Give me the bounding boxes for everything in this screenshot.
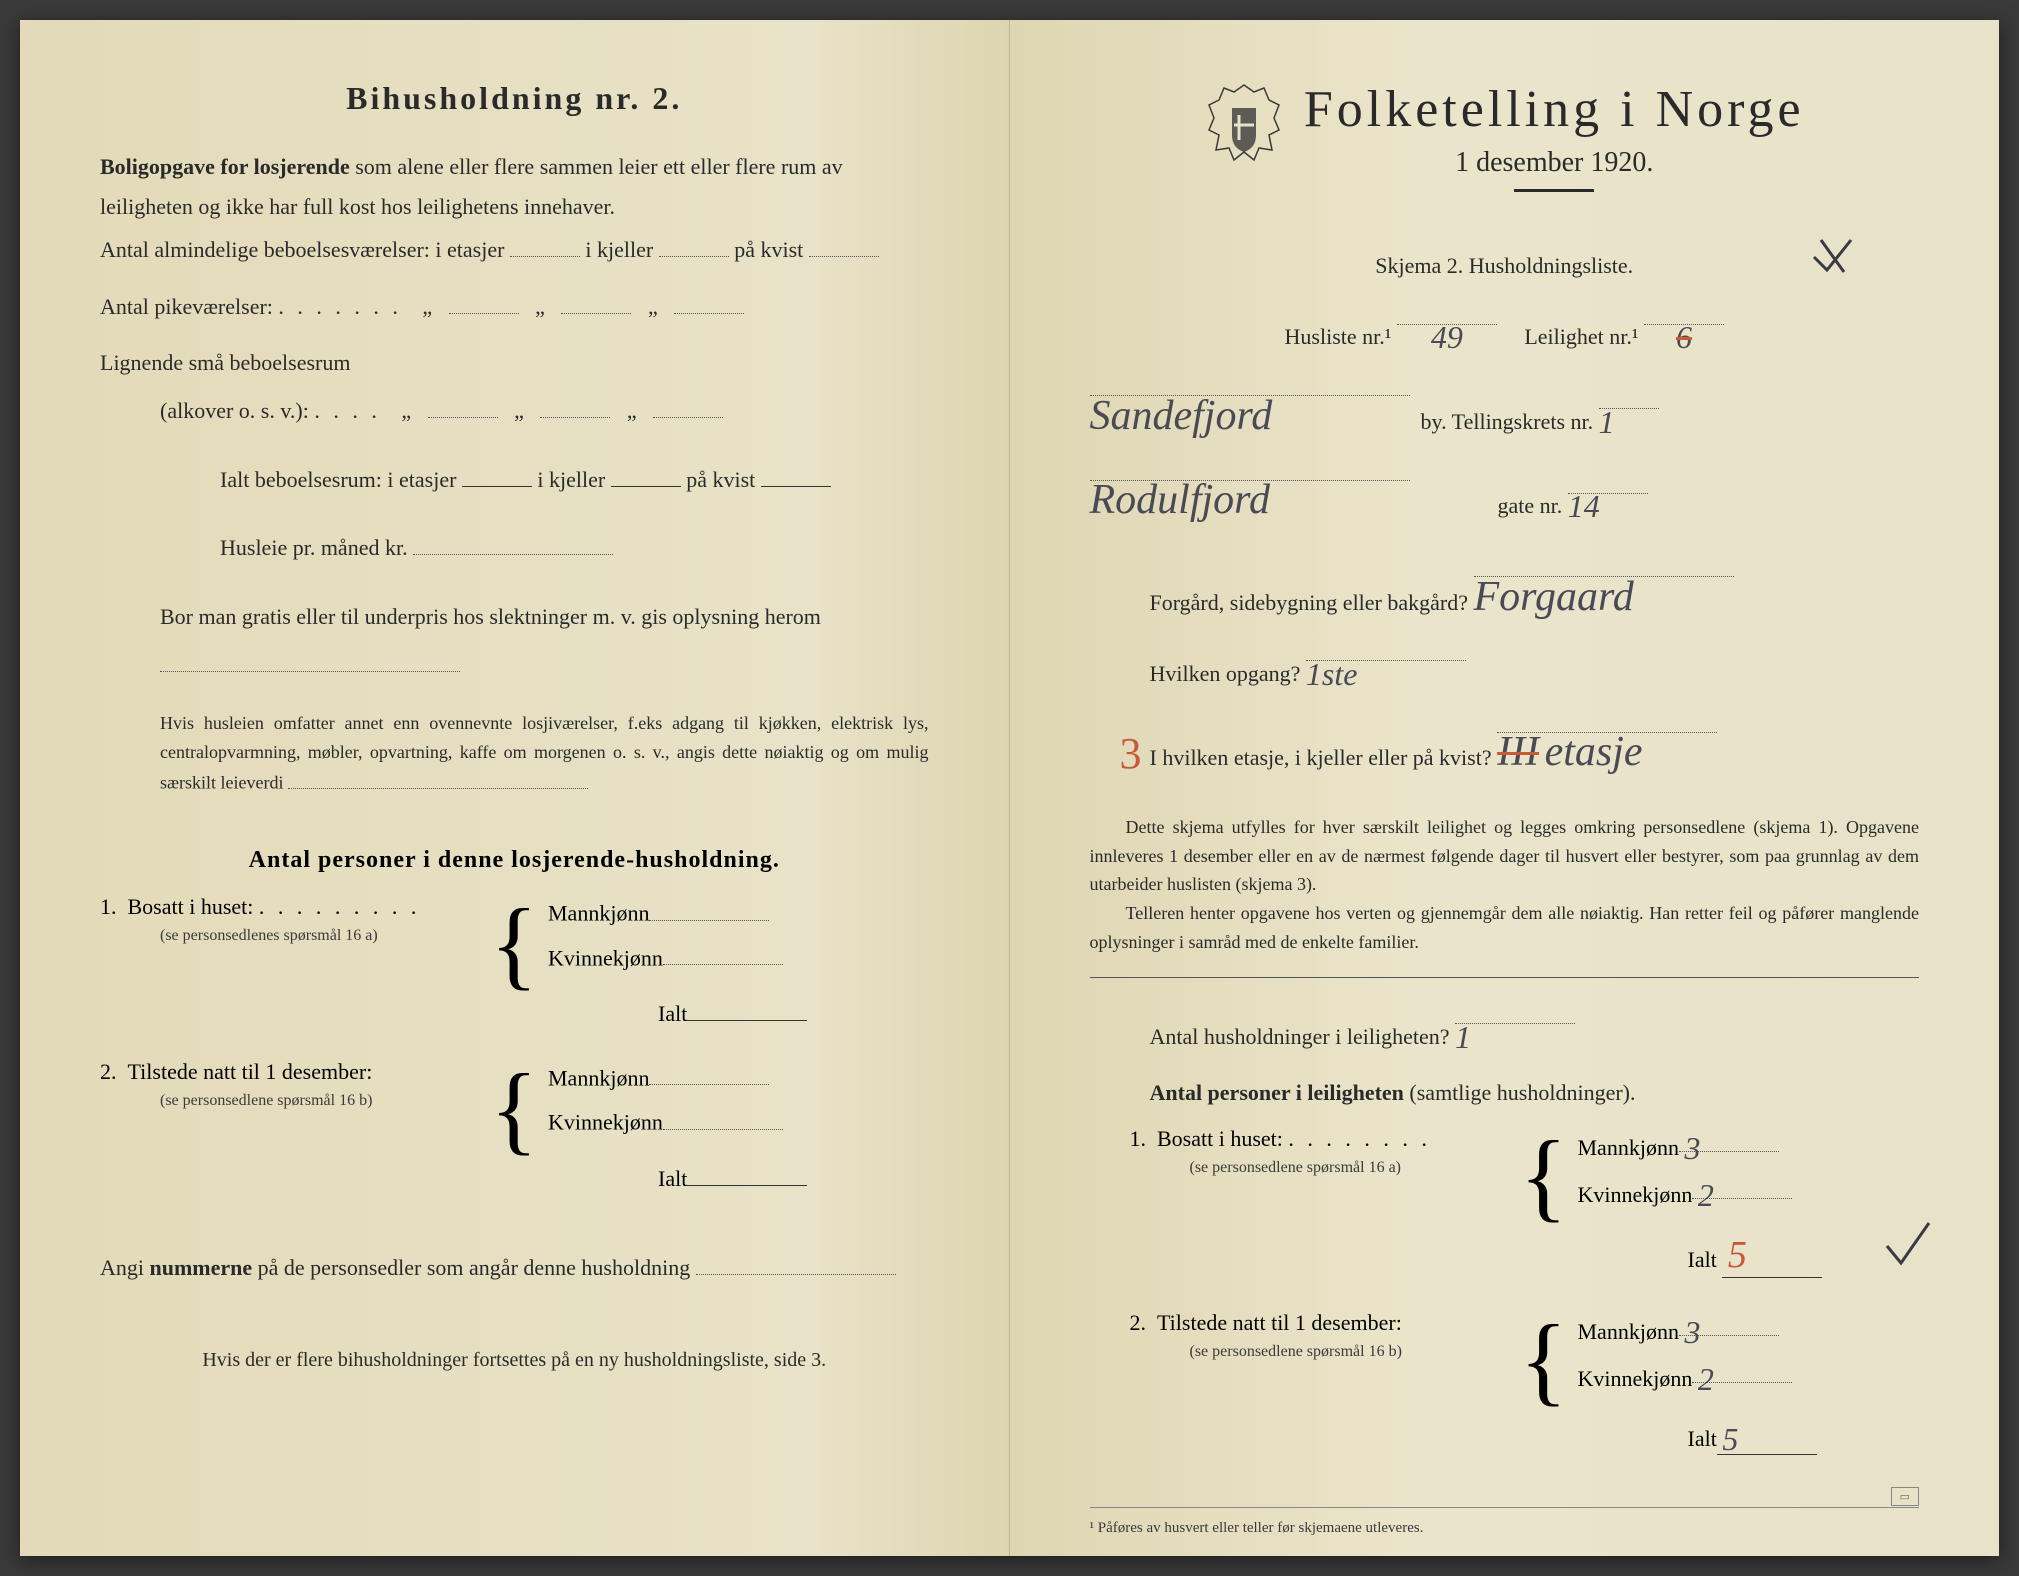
antal-hush-value: 1 — [1455, 1019, 1471, 1055]
etasje-line: 3 I hvilken etasje, i kjeller eller på k… — [1150, 706, 1920, 782]
left-count-row-2: 2. Tilstede natt til 1 desember: (se per… — [100, 1059, 929, 1204]
intro-bold: Boligopgave for losjerende — [100, 154, 350, 179]
husliste-line: Husliste nr.¹ 49 Leilighet nr.¹ 6 — [1090, 298, 1920, 361]
antal-pers-line: Antal personer i leiligheten (samtlige h… — [1150, 1069, 1920, 1117]
count-heading-left: Antal personer i denne losjerende-hushol… — [100, 847, 929, 874]
brace-icon: { — [1520, 1330, 1568, 1390]
etasje-crossed: III — [1497, 729, 1539, 775]
rooms-line-2: Antal pikeværelser: . . . . . . . „ „ „ — [100, 283, 929, 331]
instructions-1: Dette skjema utfylles for hver særskilt … — [1090, 813, 1920, 899]
bottom-note-left: Hvis der er flere bihusholdninger fortse… — [100, 1342, 929, 1378]
left-count-row-1: 1. Bosatt i huset: . . . . . . . . . (se… — [100, 894, 929, 1039]
rooms-line-3: Lignende små beboelsesrum (alkover o. s.… — [100, 339, 929, 436]
forgard-value: Forgaard — [1474, 574, 1634, 620]
brace-icon: { — [490, 914, 538, 974]
r2-female: 2 — [1698, 1361, 1714, 1397]
intro-paragraph: Boligopgave for losjerende som alene ell… — [100, 147, 929, 226]
brace-icon: { — [1520, 1146, 1568, 1206]
left-page: Bihusholdning nr. 2. Boligopgave for los… — [20, 20, 1010, 1556]
main-title: Folketelling i Norge — [1304, 80, 1805, 139]
divider — [1090, 977, 1920, 978]
schema-line: Skjema 2. Husholdningsliste. — [1090, 242, 1920, 290]
antal-hush-line: Antal husholdninger i leiligheten? 1 — [1150, 998, 1920, 1061]
brace-icon: { — [490, 1079, 538, 1139]
husliste-value: 49 — [1431, 319, 1463, 355]
right-page: Folketelling i Norge 1 desember 1920. Sk… — [1010, 20, 2000, 1556]
census-document: Bihusholdning nr. 2. Boligopgave for los… — [20, 20, 1999, 1556]
leilighet-value: 6 — [1676, 319, 1692, 355]
rooms-line-1: Antal almindelige beboelsesværelser: i e… — [100, 226, 929, 274]
by-line: Sandefjord by. Tellingskrets nr. 1 — [1090, 370, 1920, 446]
opgang-value: 1ste — [1306, 656, 1358, 692]
gate-value: 14 — [1568, 488, 1600, 524]
r1-female: 2 — [1698, 1177, 1714, 1213]
check-mark-icon — [1809, 232, 1859, 299]
krets-value: 1 — [1599, 404, 1615, 440]
total-rooms-line: Ialt beboelsesrum: i etasjer i kjeller p… — [220, 456, 929, 504]
instructions-2: Telleren henter opgavene hos verten og g… — [1090, 899, 1920, 957]
opgang-line: Hvilken opgang? 1ste — [1150, 635, 1920, 698]
forgard-line: Forgård, sidebygning eller bakgård? Forg… — [1150, 551, 1920, 627]
check-mark-icon — [1879, 1218, 1939, 1284]
printer-stamp: ▭ — [1891, 1487, 1919, 1506]
gate-line: Rodulfjord gate nr. 14 — [1090, 454, 1920, 530]
r1-total: 5 — [1728, 1234, 1747, 1276]
note-paragraph: Hvis husleien omfatter annet enn ovennev… — [160, 709, 929, 797]
title-rule — [1514, 189, 1594, 192]
bottom-line-left: Angi nummerne på de personsedler som ang… — [100, 1244, 929, 1292]
r2-total: 5 — [1722, 1421, 1738, 1457]
header-block: Folketelling i Norge 1 desember 1920. — [1090, 80, 1920, 212]
rent-line: Husleie pr. måned kr. — [220, 524, 929, 572]
footnote: ¹ Påføres av husvert eller teller før sk… — [1090, 1507, 1920, 1537]
by-value: Sandefjord — [1090, 393, 1273, 439]
gratis-line: Bor man gratis eller til underpris hos s… — [160, 593, 929, 690]
right-count-row-2: 2. Tilstede natt til 1 desember: (se per… — [1130, 1310, 1920, 1467]
margin-annotation: 3 — [1120, 706, 1142, 803]
subtitle: 1 desember 1920. — [1304, 147, 1805, 179]
gate-name: Rodulfjord — [1090, 477, 1270, 523]
etasje-value: etasje — [1545, 729, 1643, 775]
left-title: Bihusholdning nr. 2. — [100, 80, 929, 117]
r2-male: 3 — [1684, 1314, 1700, 1350]
right-count-row-1: 1. Bosatt i huset: . . . . . . . . (se p… — [1130, 1126, 1920, 1290]
r1-male: 3 — [1684, 1130, 1700, 1166]
norway-crest-icon — [1204, 80, 1284, 180]
